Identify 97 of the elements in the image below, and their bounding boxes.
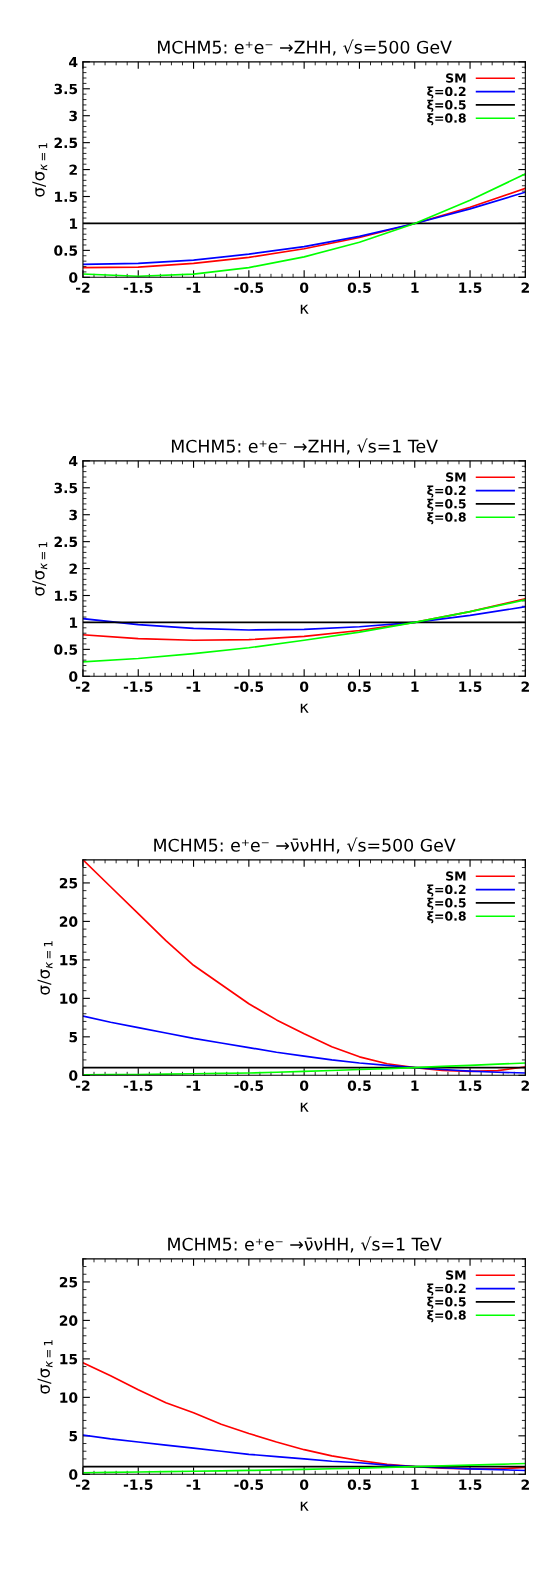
y-tick-label: 1 [69, 617, 78, 628]
y-tick-label: 15 [60, 1354, 78, 1365]
x-tick-label: -1.5 [123, 681, 153, 692]
x-tick-label: 0 [299, 282, 309, 293]
x-tick-label: 1 [411, 1080, 419, 1091]
y-tick-label: 2.5 [54, 536, 78, 548]
legend-label: ξ=0.8 [427, 1310, 466, 1323]
y-tick-label: 0 [69, 671, 78, 682]
line-series [82, 605, 526, 631]
line-series [82, 598, 526, 663]
x-tick-label: -0.5 [234, 1080, 264, 1091]
chart-title: MCHM5: e⁺e⁻ →ν̄νHH, √s=500 GeV [154, 837, 456, 854]
x-tick-label: -1.5 [123, 1479, 153, 1490]
x-axis-title: κ [300, 1102, 309, 1112]
legend-label: ξ=0.8 [427, 113, 466, 126]
y-tick-label: 0.5 [54, 245, 78, 256]
legend-label: ξ=0.8 [427, 911, 466, 924]
legend-label: ξ=0.8 [427, 512, 466, 525]
x-tick-label: -2 [75, 681, 90, 692]
y-tick-label: 0 [69, 1070, 78, 1081]
y-tick-label: 0 [69, 1469, 78, 1480]
legend-label: SM [446, 1270, 466, 1280]
y-tick-label: 20 [59, 916, 78, 927]
x-tick-label: -1.5 [123, 282, 153, 293]
y-tick-label: 2 [69, 563, 77, 574]
x-tick-label: -2 [75, 1080, 90, 1091]
x-tick-label: -1 [186, 282, 201, 293]
y-tick-label: 5 [69, 1031, 78, 1043]
x-tick-label: -0.5 [234, 681, 264, 692]
x-tick-label: 1 [411, 1479, 419, 1490]
y-tick-label: 2.5 [54, 137, 78, 149]
y-tick-label: 3.5 [54, 482, 78, 494]
x-tick-label: 2 [521, 1080, 529, 1091]
y-axis-title: σ/σ$_{κ=1}$ [32, 542, 48, 596]
y-tick-label: 1 [69, 218, 78, 229]
x-axis-title: κ [300, 703, 309, 713]
x-axis-title: κ [300, 1501, 309, 1511]
x-tick-label: 1.5 [459, 282, 482, 293]
x-axis-title: κ [300, 304, 309, 314]
chart-title: MCHM5: e⁺e⁻ →ZHH, √s=500 GeV [158, 39, 452, 56]
x-tick-label: 0 [299, 1080, 309, 1091]
y-tick-label: 3 [69, 509, 77, 521]
x-tick-label: 2 [521, 681, 529, 692]
y-tick-label: 1.5 [55, 191, 78, 202]
y-tick-label: 25 [59, 877, 78, 889]
x-tick-label: 1.5 [459, 1479, 482, 1490]
x-tick-label: 1 [411, 282, 419, 293]
x-tick-label: -1 [186, 1479, 201, 1490]
y-tick-label: 10 [60, 1392, 78, 1403]
y-axis-title: σ/σ$_{κ=1}$ [37, 1340, 53, 1394]
legend-label: ξ=0.2 [427, 884, 466, 897]
y-tick-label: 25 [59, 1276, 78, 1288]
legend-label: ξ=0.2 [427, 485, 466, 498]
y-tick-label: 20 [59, 1315, 78, 1326]
y-tick-label: 4 [69, 456, 78, 467]
x-tick-label: -1 [186, 681, 201, 692]
y-tick-label: 3 [69, 110, 77, 122]
chart-title: MCHM5: e⁺e⁻ →ν̄νHH, √s=1 TeV [168, 1236, 442, 1253]
legend-label: ξ=0.5 [427, 1296, 466, 1309]
y-tick-label: 3.5 [54, 83, 78, 95]
line-series [82, 859, 526, 1073]
y-tick-label: 10 [60, 993, 78, 1004]
x-tick-label: -0.5 [234, 282, 264, 293]
y-axis-title: σ/σ$_{κ=1}$ [32, 143, 48, 197]
y-tick-label: 1.5 [55, 590, 78, 601]
chart-title: MCHM5: e⁺e⁻ →ZHH, √s=1 TeV [171, 438, 438, 455]
legend-label: SM [446, 73, 466, 83]
legend-label: ξ=0.5 [427, 897, 466, 910]
x-tick-label: 0 [299, 1479, 309, 1490]
y-tick-label: 5 [69, 1430, 78, 1442]
x-tick-label: -2 [75, 1479, 90, 1490]
x-tick-label: 0.5 [347, 282, 371, 293]
x-tick-label: 0.5 [347, 1479, 371, 1490]
y-tick-label: 0.5 [54, 644, 78, 655]
y-tick-label: 0 [69, 272, 78, 283]
x-tick-label: 0 [299, 681, 309, 692]
x-tick-label: 2 [521, 282, 529, 293]
y-tick-label: 4 [69, 57, 78, 68]
x-tick-label: 2 [521, 1479, 529, 1490]
x-tick-label: -0.5 [234, 1479, 264, 1490]
legend-label: SM [446, 472, 466, 482]
x-tick-label: 0.5 [347, 1080, 371, 1091]
legend-label: ξ=0.2 [427, 1283, 466, 1296]
y-tick-label: 2 [69, 164, 77, 175]
legend-label: ξ=0.5 [427, 99, 466, 112]
y-tick-label: 15 [60, 955, 78, 966]
legend-label: ξ=0.2 [427, 86, 466, 99]
x-tick-label: -1 [186, 1080, 201, 1091]
legend-label: SM [446, 871, 466, 881]
x-tick-label: 1 [411, 681, 419, 692]
x-tick-label: -2 [75, 282, 90, 293]
x-tick-label: 1.5 [459, 681, 482, 692]
x-tick-label: 0.5 [347, 681, 371, 692]
x-tick-label: 1.5 [459, 1080, 482, 1091]
x-tick-label: -1.5 [123, 1080, 153, 1091]
y-axis-title: σ/σ$_{κ=1}$ [37, 941, 53, 995]
legend-label: ξ=0.5 [427, 498, 466, 511]
